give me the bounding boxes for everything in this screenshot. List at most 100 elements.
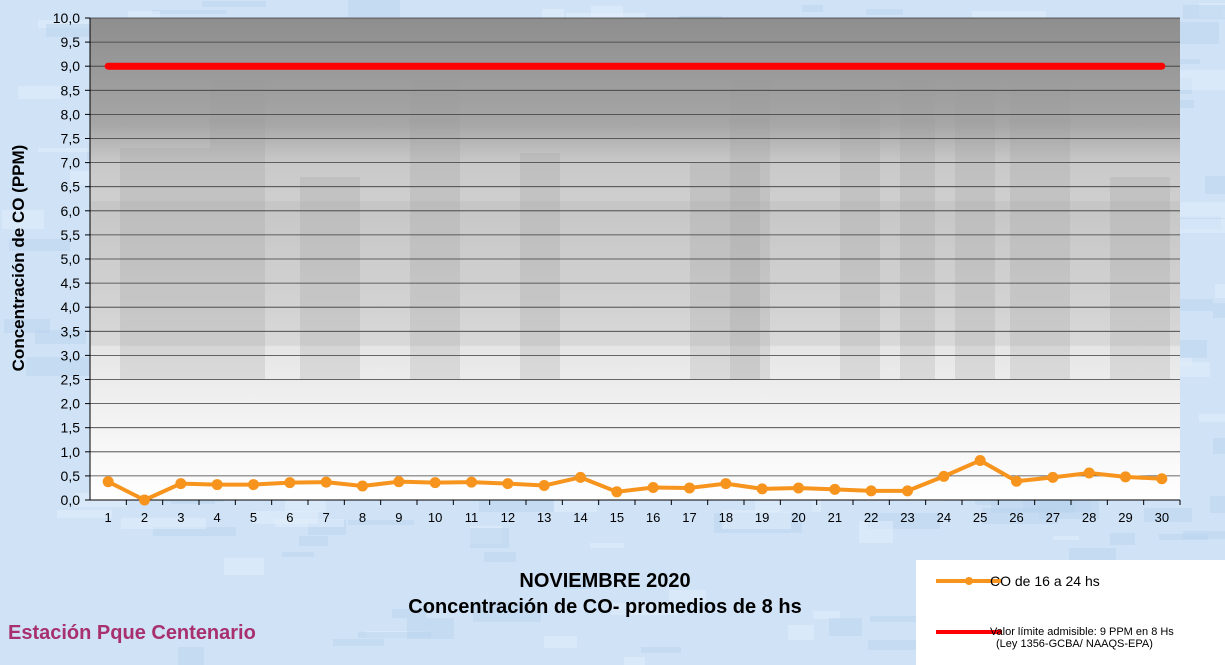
series-line-co bbox=[107, 458, 1162, 502]
y-tick-label: 0,5 bbox=[61, 468, 81, 484]
x-tick-label: 5 bbox=[250, 510, 257, 525]
x-tick-label: 17 bbox=[682, 510, 696, 525]
data-point-co bbox=[429, 477, 441, 489]
background-texture bbox=[972, 11, 1046, 22]
y-tick-label: 6,5 bbox=[61, 179, 81, 195]
x-tick-label: 20 bbox=[791, 510, 805, 525]
data-point-co bbox=[1156, 473, 1168, 485]
y-tick-label: 6,0 bbox=[61, 203, 81, 219]
background-texture bbox=[26, 357, 104, 376]
background-texture bbox=[18, 86, 61, 99]
x-tick-label: 30 bbox=[1155, 510, 1169, 525]
background-texture bbox=[2, 210, 44, 229]
x-tick-label: 14 bbox=[573, 510, 587, 525]
y-tick-label: 7,5 bbox=[61, 131, 81, 147]
data-point-co bbox=[357, 480, 368, 492]
legend-item-limit: Valor límite admisible: 9 PPM en 8 Hs (L… bbox=[916, 624, 1225, 654]
y-tick-label: 4,0 bbox=[61, 299, 81, 315]
y-tick-label: 9,0 bbox=[61, 58, 81, 74]
background-texture bbox=[35, 330, 86, 344]
chart-subtitle: Concentración de CO- promedios de 8 hs bbox=[408, 596, 802, 618]
background-texture bbox=[178, 647, 204, 665]
y-tick-label: 1,5 bbox=[61, 420, 81, 436]
background-texture bbox=[470, 528, 509, 548]
background-texture bbox=[868, 640, 931, 650]
x-tick-label: 12 bbox=[501, 510, 515, 525]
y-tick-label: 10,0 bbox=[53, 10, 80, 26]
data-point-co bbox=[211, 479, 223, 491]
x-tick-label: 18 bbox=[719, 510, 733, 525]
background-texture bbox=[755, 498, 821, 512]
background-texture bbox=[1144, 508, 1192, 522]
legend-label-limit: Valor límite admisible: 9 PPM en 8 Hs bbox=[990, 626, 1174, 638]
data-point-co bbox=[684, 482, 695, 494]
data-point-co bbox=[1083, 467, 1095, 479]
data-point-co bbox=[248, 479, 259, 491]
station-name: Estación Pque Centenario bbox=[8, 622, 256, 644]
data-point-co bbox=[1011, 475, 1022, 487]
background-texture bbox=[202, 1, 266, 7]
gridlines bbox=[89, 17, 1180, 501]
skyline-building bbox=[210, 75, 265, 381]
background-texture bbox=[1213, 438, 1225, 454]
y-tick-label: 8,5 bbox=[61, 82, 81, 98]
background-texture bbox=[624, 657, 645, 665]
background-texture bbox=[859, 521, 893, 543]
y-tick-label: 7,0 bbox=[61, 155, 81, 171]
background-texture bbox=[473, 602, 541, 622]
data-point-co bbox=[793, 482, 804, 494]
background-texture bbox=[224, 558, 264, 575]
data-point-co bbox=[1047, 471, 1059, 483]
data-point-co bbox=[175, 478, 187, 490]
background-texture bbox=[171, 500, 215, 504]
data-point-co bbox=[1120, 471, 1131, 483]
background-texture bbox=[722, 510, 791, 529]
background-texture bbox=[121, 518, 206, 529]
x-tick-label: 3 bbox=[177, 510, 184, 525]
data-point-co bbox=[902, 485, 913, 497]
background-texture bbox=[348, 0, 400, 17]
background-texture bbox=[57, 510, 112, 518]
x-tick-label: 22 bbox=[864, 510, 878, 525]
y-tick-label: 5,0 bbox=[61, 251, 81, 267]
data-point-co bbox=[320, 476, 332, 488]
x-tick-label: 4 bbox=[214, 510, 221, 525]
background-texture bbox=[1183, 531, 1225, 539]
data-point-co bbox=[611, 486, 623, 498]
y-axis-label: Concentración de CO (PPM) bbox=[9, 145, 28, 372]
y-tick-label: 3,5 bbox=[61, 323, 81, 339]
background-texture bbox=[153, 527, 236, 536]
background-texture bbox=[1210, 496, 1225, 513]
x-tick-label: 15 bbox=[610, 510, 624, 525]
x-tick-label: 29 bbox=[1118, 510, 1132, 525]
background-texture bbox=[1205, 176, 1225, 194]
background-texture bbox=[1053, 536, 1079, 540]
x-tick-label: 10 bbox=[428, 510, 442, 525]
background-texture bbox=[407, 618, 454, 639]
data-point-co bbox=[466, 476, 477, 488]
x-tick-label: 7 bbox=[323, 510, 330, 525]
legend-swatch-limit bbox=[936, 630, 1002, 634]
background-texture bbox=[479, 499, 554, 512]
x-tick-label: 9 bbox=[395, 510, 402, 525]
data-point-co bbox=[938, 470, 950, 482]
chart-title: NOVIEMBRE 2020 bbox=[519, 570, 691, 592]
x-tick-label: 13 bbox=[537, 510, 551, 525]
data-point-co bbox=[102, 476, 114, 488]
y-tick-label: 4,5 bbox=[61, 275, 81, 291]
data-point-co bbox=[538, 480, 550, 492]
background-texture bbox=[788, 625, 814, 640]
background-texture bbox=[1199, 414, 1225, 422]
background-texture bbox=[299, 536, 328, 546]
x-tick-label: 2 bbox=[141, 510, 148, 525]
background-texture bbox=[866, 9, 903, 15]
legend: CO de 16 a 24 hs Valor límite admisible:… bbox=[916, 560, 1225, 665]
background-texture bbox=[1183, 5, 1225, 19]
background-texture bbox=[611, 603, 678, 615]
legend-label-co: CO de 16 a 24 hs bbox=[990, 573, 1100, 589]
background-texture bbox=[358, 632, 431, 638]
x-tick-label: 11 bbox=[465, 510, 479, 525]
data-point-co bbox=[393, 476, 405, 488]
data-point-co bbox=[865, 485, 877, 497]
data-point-co bbox=[502, 478, 514, 490]
